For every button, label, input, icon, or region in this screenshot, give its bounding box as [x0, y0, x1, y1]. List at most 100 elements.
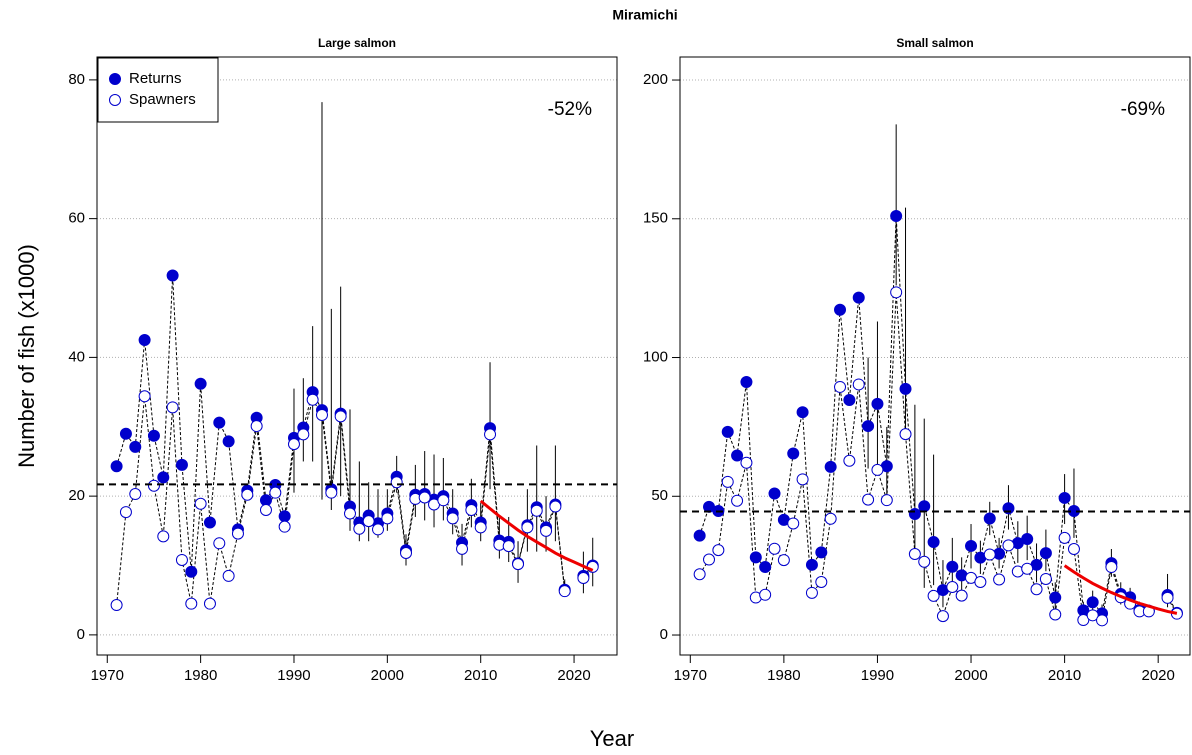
data-point: [918, 555, 931, 568]
x-tick-label: 2000: [954, 667, 987, 684]
data-point: [465, 504, 478, 517]
data-point: [1021, 562, 1034, 575]
data-point: [759, 588, 772, 601]
data-point: [157, 530, 170, 543]
y-tick-label: 100: [643, 348, 668, 365]
data-point: [129, 440, 142, 453]
data-point: [974, 576, 987, 589]
data-point: [787, 517, 800, 530]
data-point: [759, 561, 772, 574]
data-point: [138, 334, 151, 347]
data-point: [871, 397, 884, 410]
data-point: [712, 544, 725, 557]
data-point: [474, 521, 487, 534]
x-tick-label: 2020: [557, 667, 590, 684]
data-point: [918, 500, 931, 513]
panel-title: Large salmon: [318, 36, 396, 50]
data-point: [815, 576, 828, 589]
data-point: [955, 589, 968, 602]
data-point: [1002, 539, 1015, 552]
data-point: [1096, 614, 1109, 627]
data-point: [693, 529, 706, 542]
data-point: [157, 471, 170, 484]
data-point: [927, 589, 940, 602]
data-point: [1039, 547, 1052, 560]
x-tick-label: 1980: [184, 667, 217, 684]
data-point: [119, 506, 132, 519]
data-point: [927, 536, 940, 549]
data-point: [1086, 609, 1099, 622]
trend-line: [1063, 564, 1178, 615]
x-tick-label: 1970: [91, 667, 124, 684]
data-point: [1039, 572, 1052, 585]
data-point: [390, 476, 403, 489]
x-tick-label: 1990: [861, 667, 894, 684]
legend-marker: [109, 73, 121, 85]
data-point: [983, 548, 996, 561]
data-point: [269, 486, 282, 499]
data-point: [381, 512, 394, 525]
plot-frame: [96, 56, 618, 656]
x-tick-label: 1970: [674, 667, 707, 684]
data-point: [703, 553, 716, 566]
x-tick-label: 2020: [1141, 667, 1174, 684]
data-point: [1049, 591, 1062, 604]
legend-label: Spawners: [129, 91, 196, 108]
data-point: [400, 547, 413, 560]
data-point: [824, 512, 837, 525]
data-point: [777, 554, 790, 567]
data-point: [805, 558, 818, 571]
data-point: [852, 378, 865, 391]
data-point: [946, 581, 959, 594]
data-point: [796, 406, 809, 419]
data-point: [721, 425, 734, 438]
trend-line: [479, 499, 594, 572]
data-point: [484, 428, 497, 441]
data-point: [890, 286, 903, 299]
data-point: [1058, 491, 1071, 504]
data-point: [194, 377, 207, 390]
data-point: [946, 560, 959, 573]
series-line: [699, 292, 1178, 622]
data-point: [721, 475, 734, 488]
data-point: [1086, 596, 1099, 609]
data-point: [530, 504, 543, 517]
y-tick-label: 0: [660, 626, 668, 643]
data-point: [824, 460, 837, 473]
data-point: [502, 540, 515, 553]
data-point: [166, 401, 179, 414]
data-point: [362, 515, 375, 528]
data-point: [325, 486, 338, 499]
data-point: [175, 553, 188, 566]
data-point: [521, 521, 534, 534]
data-point: [418, 491, 431, 504]
data-point: [843, 393, 856, 406]
data-point: [446, 512, 459, 525]
legend-box: [97, 57, 219, 123]
data-point: [834, 380, 847, 393]
data-point: [129, 488, 142, 501]
legend-label: Returns: [129, 70, 182, 87]
data-point: [1058, 531, 1071, 544]
panel-title: Small salmon: [896, 36, 973, 50]
data-point: [890, 210, 903, 223]
data-point: [852, 291, 865, 304]
data-point: [456, 542, 469, 555]
data-point: [185, 597, 198, 610]
data-point: [899, 382, 912, 395]
data-point: [834, 303, 847, 316]
data-point: [512, 558, 525, 571]
data-point: [787, 447, 800, 460]
x-tick-label: 2010: [464, 667, 497, 684]
data-point: [278, 520, 291, 533]
data-point: [1030, 583, 1043, 596]
y-tick-label: 40: [68, 348, 85, 365]
data-point: [334, 410, 347, 423]
y-tick-label: 150: [643, 210, 668, 227]
annotation: -69%: [1121, 99, 1165, 120]
data-point: [138, 390, 151, 403]
data-point: [213, 537, 226, 550]
data-point: [297, 428, 310, 441]
data-point: [983, 512, 996, 525]
data-point: [796, 473, 809, 486]
